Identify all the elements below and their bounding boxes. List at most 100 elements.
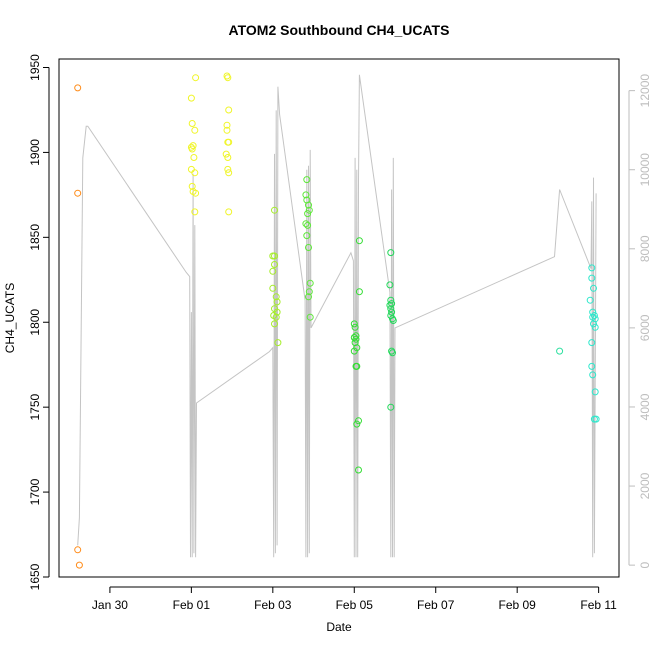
points-layer bbox=[74, 72, 600, 569]
x-tick-label: Feb 11 bbox=[580, 598, 617, 612]
data-point bbox=[188, 145, 196, 153]
data-point bbox=[188, 120, 196, 127]
data-point bbox=[223, 126, 231, 134]
data-point bbox=[271, 261, 278, 268]
data-point bbox=[591, 388, 599, 396]
y2-tick-label: 8000 bbox=[638, 235, 650, 262]
data-point bbox=[590, 312, 598, 319]
x-tick-label: Feb 09 bbox=[499, 598, 537, 612]
secondary-line-layer bbox=[77, 74, 597, 558]
secondary-series-line bbox=[77, 74, 597, 558]
data-point bbox=[388, 300, 396, 308]
data-point bbox=[223, 121, 231, 129]
y-tick-label: 1800 bbox=[28, 309, 42, 336]
data-point bbox=[304, 210, 312, 218]
data-point bbox=[355, 466, 362, 474]
data-point bbox=[352, 332, 360, 340]
data-point bbox=[353, 362, 361, 370]
data-point bbox=[269, 284, 277, 292]
data-point bbox=[191, 169, 199, 177]
data-point bbox=[74, 84, 82, 92]
data-point bbox=[222, 150, 230, 158]
data-point bbox=[190, 154, 198, 161]
data-point bbox=[224, 165, 232, 173]
axes-layer: Jan 30 Feb 01 Feb 03 Feb 05 Feb 07 Feb 09 Feb … bbox=[28, 54, 650, 612]
data-point bbox=[589, 308, 597, 316]
data-point bbox=[590, 320, 597, 328]
data-point bbox=[303, 176, 311, 184]
data-point bbox=[352, 335, 360, 343]
data-point bbox=[355, 288, 363, 296]
data-point bbox=[588, 339, 596, 347]
data-point bbox=[224, 154, 232, 161]
data-point bbox=[189, 142, 197, 150]
data-point bbox=[305, 293, 312, 301]
data-point bbox=[187, 165, 195, 173]
data-point bbox=[272, 293, 280, 301]
y2-tick-label: 6000 bbox=[638, 314, 650, 341]
data-point bbox=[305, 288, 313, 296]
y-tick-label: 1650 bbox=[28, 563, 42, 590]
data-point bbox=[556, 347, 564, 355]
data-point bbox=[191, 208, 199, 216]
data-point bbox=[387, 296, 395, 304]
y-tick-label: 1750 bbox=[28, 393, 42, 420]
data-point bbox=[274, 339, 282, 347]
chart-title: ATOM2 Southbound CH4_UCATS bbox=[229, 22, 450, 38]
data-point bbox=[592, 415, 600, 423]
y2-tick-label: 2000 bbox=[638, 472, 650, 499]
data-point bbox=[188, 182, 196, 190]
x-tick-label: Feb 01 bbox=[173, 598, 211, 612]
y-tick-label: 1900 bbox=[28, 139, 42, 166]
data-point bbox=[589, 371, 597, 379]
data-point bbox=[588, 264, 596, 272]
y2-tick-label: 4000 bbox=[638, 393, 650, 420]
data-point bbox=[305, 201, 312, 209]
data-point bbox=[350, 347, 358, 355]
data-point bbox=[269, 267, 277, 275]
data-point bbox=[389, 317, 397, 324]
x-axis-label: Date bbox=[326, 620, 352, 634]
data-point bbox=[386, 281, 394, 289]
data-point bbox=[353, 420, 361, 428]
data-point bbox=[588, 274, 596, 282]
data-point bbox=[388, 308, 396, 316]
data-point bbox=[305, 206, 313, 214]
data-point bbox=[75, 561, 83, 569]
data-point bbox=[191, 126, 199, 134]
y-tick-label: 1850 bbox=[28, 224, 42, 251]
x-tick-label: Feb 03 bbox=[254, 598, 292, 612]
x-tick-label: Jan 30 bbox=[92, 598, 128, 612]
data-point bbox=[350, 320, 358, 328]
data-point bbox=[225, 106, 233, 114]
data-point bbox=[586, 296, 594, 304]
data-point bbox=[591, 323, 599, 331]
y2-tick-label: 12000 bbox=[638, 74, 650, 108]
data-point bbox=[302, 220, 310, 228]
data-point bbox=[588, 362, 596, 370]
data-point bbox=[74, 189, 82, 197]
y-axis-label: CH4_UCATS bbox=[3, 283, 17, 353]
y2-tick-label: 10000 bbox=[638, 153, 650, 187]
data-point bbox=[273, 298, 281, 306]
data-point bbox=[225, 138, 233, 146]
plot-frame bbox=[58, 58, 620, 578]
data-point bbox=[590, 284, 597, 292]
data-point bbox=[305, 244, 312, 251]
y-tick-label: 1950 bbox=[28, 54, 42, 81]
data-point bbox=[271, 206, 278, 214]
data-point bbox=[192, 74, 200, 82]
x-tick-label: Feb 07 bbox=[417, 598, 455, 612]
data-point bbox=[272, 313, 280, 321]
data-point bbox=[304, 221, 312, 229]
data-point bbox=[225, 208, 233, 216]
data-point bbox=[351, 323, 359, 331]
data-point bbox=[306, 279, 314, 287]
data-point bbox=[74, 546, 82, 554]
data-point bbox=[387, 403, 395, 411]
data-point bbox=[387, 249, 395, 257]
data-point bbox=[271, 252, 278, 260]
data-point bbox=[350, 334, 358, 341]
data-point bbox=[387, 305, 395, 313]
